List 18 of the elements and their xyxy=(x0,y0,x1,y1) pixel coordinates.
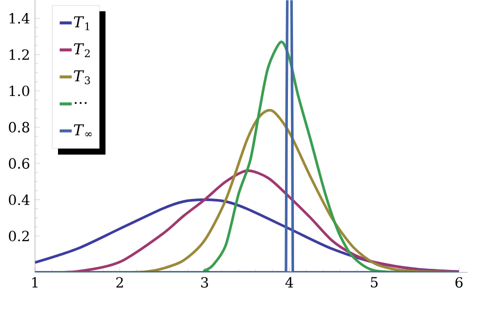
x-tick-label: 1 xyxy=(32,276,38,288)
x-tick-label: 6 xyxy=(455,276,463,288)
x-tick-label: 2 xyxy=(116,276,123,288)
legend-label: … xyxy=(74,102,87,104)
y-tick-label: 1.0 xyxy=(10,85,30,96)
legend-label: T$_{∞}$ xyxy=(74,124,92,136)
y-tick-label: 1.2 xyxy=(10,49,29,60)
legend-label: T$_{1}$ xyxy=(74,16,90,30)
y-tick-label: 0.6 xyxy=(8,158,30,169)
y-tick-label: 0.8 xyxy=(8,122,30,132)
legend-label: T$_{2}$ xyxy=(74,43,90,57)
y-tick-label: 0.2 xyxy=(8,230,29,242)
x-tick-label: 3 xyxy=(201,276,208,288)
y-tick-label: 0.4 xyxy=(8,194,30,205)
legend-label: T$_{3}$ xyxy=(74,70,90,84)
x-tick-label: 5 xyxy=(370,277,378,288)
y-tick-label: 1.4 xyxy=(10,12,30,24)
x-tick-label: 4 xyxy=(285,276,294,288)
